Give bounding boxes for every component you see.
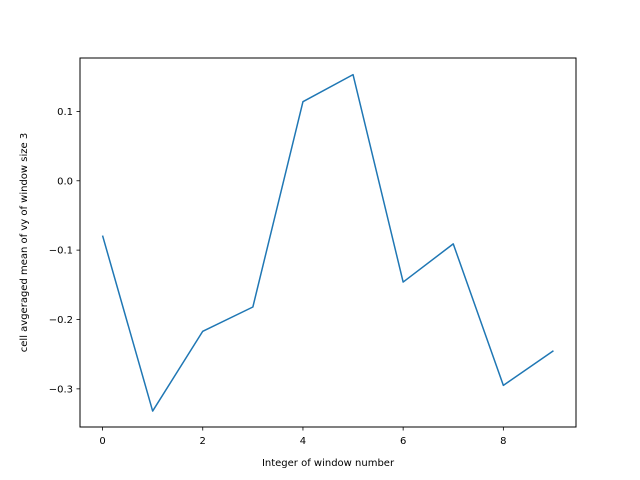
x-tick-label: 6 [400, 436, 406, 447]
y-axis-ticks: −0.3 −0.2 −0.1 0.0 0.1 [49, 107, 80, 395]
plot-area [101, 73, 554, 412]
x-tick-label: 8 [500, 436, 506, 447]
x-tick-label: 2 [200, 436, 206, 447]
x-axis-label: Integer of window number [262, 458, 395, 469]
x-tick-label: 4 [300, 436, 306, 447]
x-tick-label: 0 [99, 436, 105, 447]
y-tick-label: −0.1 [49, 246, 73, 257]
y-tick-label: −0.2 [49, 315, 73, 326]
y-tick-label: −0.3 [49, 384, 73, 395]
y-axis-label: cell avgeraged mean of vy of window size… [19, 133, 30, 352]
axes-frame [79, 57, 577, 428]
series-line-0 [101, 73, 554, 412]
y-tick-label: 0.1 [57, 107, 73, 118]
y-tick-label: 0.0 [57, 176, 73, 187]
x-axis-ticks: 0 2 4 6 8 [99, 427, 507, 447]
